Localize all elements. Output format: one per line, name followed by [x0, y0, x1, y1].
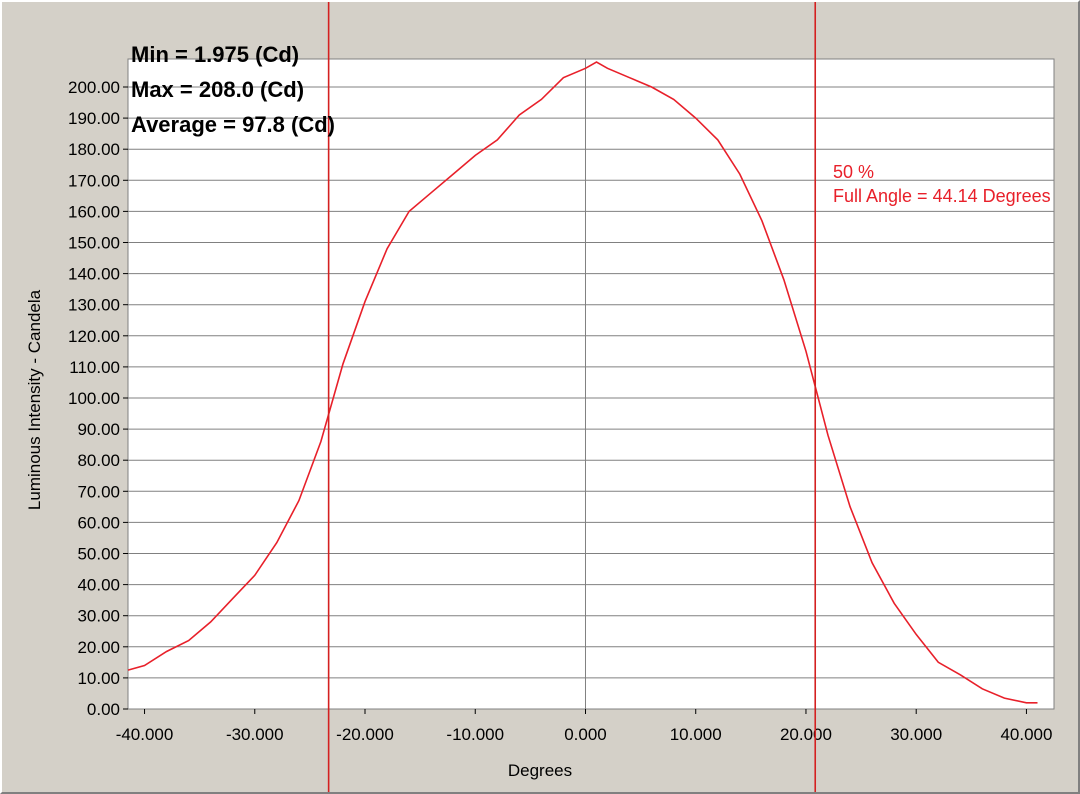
y-gridlines — [128, 86, 1054, 710]
y-tick-label: 40.00 — [77, 576, 120, 595]
y-tick-label: 90.00 — [77, 420, 120, 439]
y-tick-label: 190.00 — [68, 109, 120, 128]
x-axis-title: Degrees — [508, 761, 572, 780]
y-tick-label: 180.00 — [68, 140, 120, 159]
x-tick-label: -20.000 — [336, 725, 394, 744]
y-tick-label: 150.00 — [68, 233, 120, 252]
y-tick-label: 0.00 — [87, 700, 120, 719]
stat-average: Average = 97.8 (Cd) — [131, 112, 335, 137]
y-tick-label: 100.00 — [68, 389, 120, 408]
marker-percent-label: 50 % — [833, 162, 874, 182]
y-tick-label: 60.00 — [77, 513, 120, 532]
y-tick-label: 160.00 — [68, 202, 120, 221]
stat-min: Min = 1.975 (Cd) — [131, 42, 299, 67]
x-tick-label: -40.000 — [116, 725, 174, 744]
y-tick-label: 200.00 — [68, 78, 120, 97]
y-tick-label: 20.00 — [77, 638, 120, 657]
half-max-markers — [327, 2, 817, 792]
x-tick-label: 40.000 — [1000, 725, 1052, 744]
plot-area — [127, 58, 1055, 710]
y-axis-title: Luminous Intensity - Candela — [25, 289, 44, 510]
y-tick-label: 30.00 — [77, 607, 120, 626]
y-tick-label: 130.00 — [68, 296, 120, 315]
x-tick-label: 20.000 — [780, 725, 832, 744]
x-tick-label: 0.000 — [564, 725, 607, 744]
x-tick-label: 30.000 — [890, 725, 942, 744]
x-tick-label: -30.000 — [226, 725, 284, 744]
y-tick-label: 140.00 — [68, 265, 120, 284]
x-axis-ticks: -40.000 -30.000 -20.000 -10.000 0.000 10.000 2… — [116, 709, 1052, 744]
y-tick-label: 120.00 — [68, 327, 120, 346]
y-tick-label: 80.00 — [77, 451, 120, 470]
y-tick-label: 50.00 — [77, 544, 120, 563]
y-tick-label: 110.00 — [69, 358, 120, 377]
y-tick-label: 70.00 — [77, 482, 120, 501]
y-tick-label: 170.00 — [68, 171, 120, 190]
y-axis-ticks: 0.00 10.00 20.00 30.00 40.00 50.00 60.00 70.00 8… — [68, 78, 128, 719]
intensity-curve — [127, 61, 1038, 704]
x-tick-label: 10.000 — [670, 725, 722, 744]
stat-max: Max = 208.0 (Cd) — [131, 77, 304, 102]
marker-full-angle-label: Full Angle = 44.14 Degrees — [833, 186, 1051, 206]
x-tick-label: -10.000 — [446, 725, 504, 744]
y-tick-label: 10.00 — [77, 669, 120, 688]
